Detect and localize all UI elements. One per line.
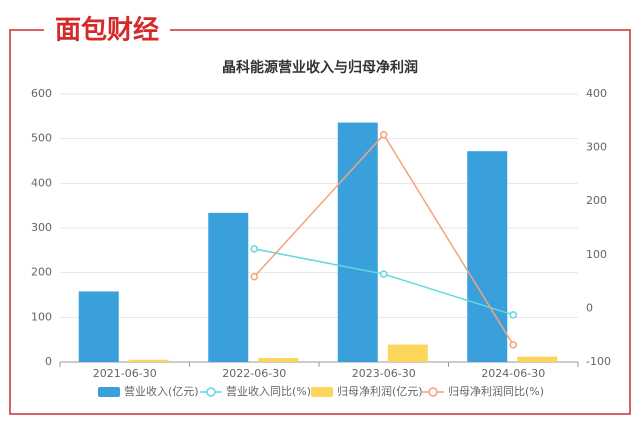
legend-label: 归母净利润(亿元) xyxy=(337,384,423,398)
y2-tick-label: 300 xyxy=(586,141,607,154)
legend-label: 归母净利润同比(%) xyxy=(448,384,544,398)
bar xyxy=(337,122,378,362)
y2-tick-label: 400 xyxy=(586,87,607,100)
y2-tick-label: 0 xyxy=(586,301,593,314)
y-tick-label: 300 xyxy=(31,221,52,234)
y-tick-label: 500 xyxy=(31,132,52,145)
y2-tick-label: -100 xyxy=(586,355,611,368)
legend-swatch xyxy=(428,387,438,397)
y-tick-label: 400 xyxy=(31,176,52,189)
x-tick-label: 2021-06-30 xyxy=(93,367,157,380)
point xyxy=(250,245,258,253)
y-tick-label: 600 xyxy=(31,87,52,100)
bar xyxy=(78,291,119,362)
legend-swatch xyxy=(311,387,333,397)
bar xyxy=(387,344,428,362)
point xyxy=(380,130,388,139)
point xyxy=(509,311,517,319)
y-tick-label: 0 xyxy=(45,355,52,368)
y2-tick-label: 200 xyxy=(586,194,607,207)
x-tick-label: 2022-06-30 xyxy=(222,367,286,380)
bar xyxy=(467,151,508,362)
legend-label: 营业收入(亿元) xyxy=(124,384,199,398)
y-tick-label: 100 xyxy=(31,310,52,323)
point xyxy=(509,341,517,349)
bar xyxy=(128,359,169,362)
bar xyxy=(258,357,299,362)
y2-tick-label: 100 xyxy=(586,248,607,261)
chart-title: 晶科能源营业收入与归母净利润 xyxy=(222,59,418,76)
x-tick-label: 2023-06-30 xyxy=(352,367,416,380)
frame xyxy=(9,29,631,415)
legend-swatch xyxy=(98,387,120,397)
bar xyxy=(517,356,558,362)
logo-bg xyxy=(44,14,170,48)
legend-label: 营业收入同比(%) xyxy=(226,384,311,398)
point xyxy=(380,270,388,278)
y-tick-label: 200 xyxy=(31,266,52,279)
x-tick-label: 2024-06-30 xyxy=(481,367,545,380)
point xyxy=(250,273,258,281)
logo: 面包财经 xyxy=(55,15,159,46)
legend-swatch xyxy=(206,387,216,397)
bar xyxy=(208,212,249,362)
